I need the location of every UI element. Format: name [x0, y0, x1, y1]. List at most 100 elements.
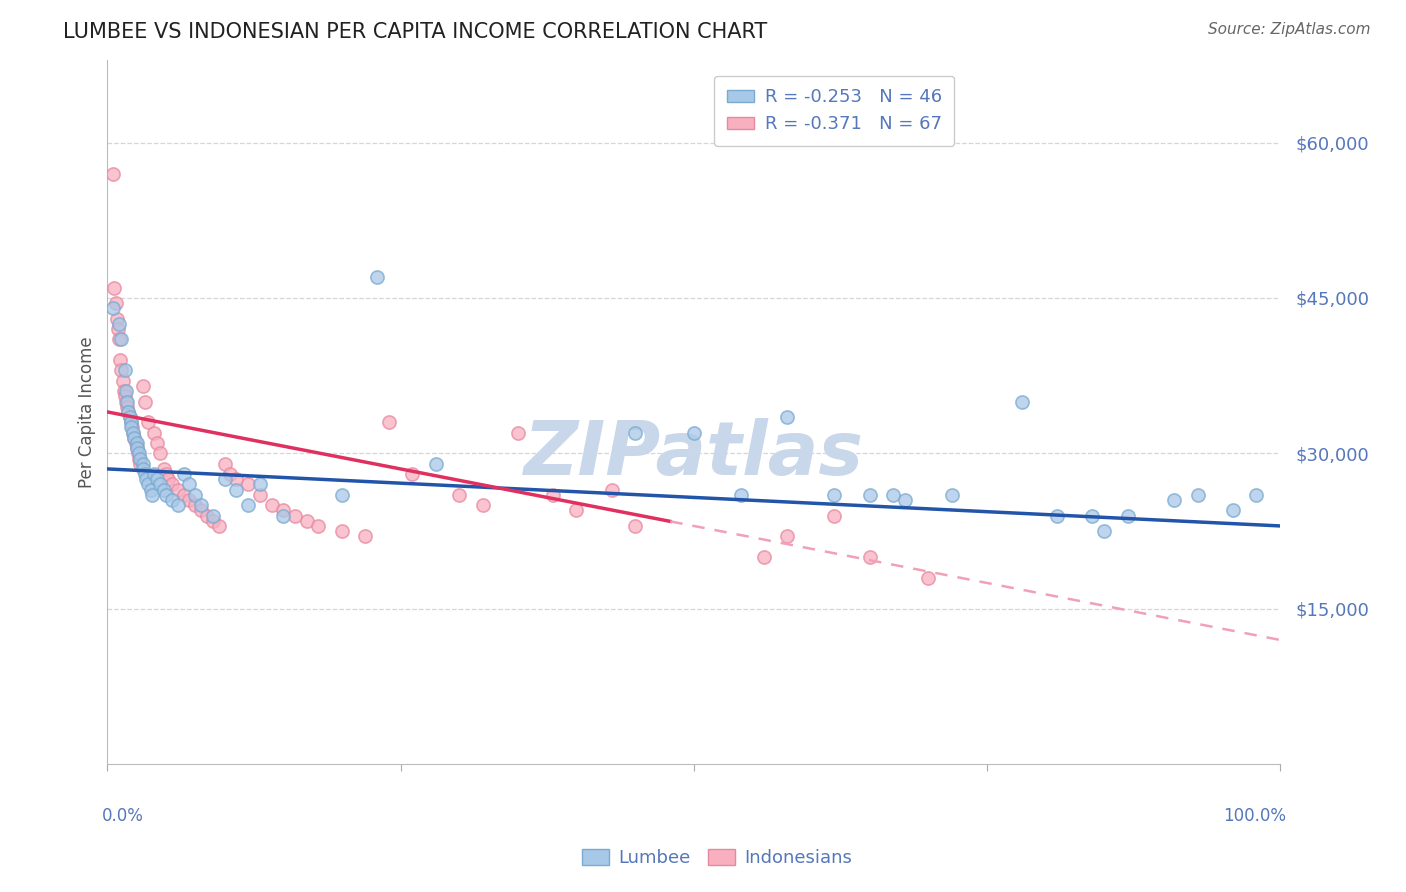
Point — [166, 498, 188, 512]
Point — [118, 410, 141, 425]
Legend: R = -0.253   N = 46, R = -0.371   N = 67: R = -0.253 N = 46, R = -0.371 N = 67 — [714, 76, 955, 146]
Point — [366, 270, 388, 285]
Point — [1081, 508, 1104, 523]
Point — [858, 488, 880, 502]
Point — [893, 493, 915, 508]
Point — [134, 394, 156, 409]
Point — [124, 436, 146, 450]
Point — [114, 389, 136, 403]
Point — [120, 420, 142, 434]
Point — [776, 529, 799, 543]
Point — [110, 363, 132, 377]
Point — [138, 415, 160, 429]
Point — [103, 301, 125, 316]
Point — [173, 467, 195, 482]
Text: Source: ZipAtlas.com: Source: ZipAtlas.com — [1208, 22, 1371, 37]
Point — [506, 425, 529, 440]
Point — [155, 467, 177, 482]
Point — [179, 477, 201, 491]
Point — [682, 425, 704, 440]
Text: 100.0%: 100.0% — [1223, 806, 1286, 824]
Point — [776, 410, 799, 425]
Y-axis label: Per Capita Income: Per Capita Income — [79, 336, 96, 488]
Point — [118, 410, 141, 425]
Point — [195, 508, 218, 523]
Point — [271, 508, 294, 523]
Legend: Lumbee, Indonesians: Lumbee, Indonesians — [575, 841, 859, 874]
Point — [307, 519, 329, 533]
Point — [184, 488, 207, 502]
Point — [201, 514, 224, 528]
Point — [236, 477, 259, 491]
Point — [125, 441, 148, 455]
Point — [271, 503, 294, 517]
Point — [330, 524, 353, 538]
Point — [214, 457, 236, 471]
Point — [152, 462, 174, 476]
Point — [131, 457, 153, 471]
Point — [115, 394, 138, 409]
Point — [166, 483, 188, 497]
Point — [149, 477, 172, 491]
Point — [131, 379, 153, 393]
Point — [295, 514, 318, 528]
Point — [124, 431, 146, 445]
Point — [111, 374, 134, 388]
Point — [190, 498, 212, 512]
Point — [1246, 488, 1268, 502]
Point — [225, 483, 247, 497]
Point — [201, 508, 224, 523]
Point — [1187, 488, 1209, 502]
Point — [1163, 493, 1185, 508]
Point — [624, 519, 647, 533]
Point — [131, 462, 153, 476]
Point — [730, 488, 752, 502]
Point — [184, 498, 207, 512]
Point — [1011, 394, 1033, 409]
Point — [138, 477, 160, 491]
Point — [249, 488, 271, 502]
Point — [225, 472, 247, 486]
Point — [260, 498, 283, 512]
Point — [117, 400, 139, 414]
Point — [115, 384, 138, 399]
Point — [173, 488, 195, 502]
Point — [141, 488, 163, 502]
Point — [179, 493, 201, 508]
Point — [330, 488, 353, 502]
Text: ZIPatlas: ZIPatlas — [523, 417, 863, 491]
Point — [823, 508, 845, 523]
Point — [752, 549, 775, 564]
Point — [103, 280, 125, 294]
Point — [129, 457, 152, 471]
Point — [125, 436, 148, 450]
Point — [941, 488, 963, 502]
Point — [214, 472, 236, 486]
Point — [378, 415, 401, 429]
Point — [114, 363, 136, 377]
Point — [219, 467, 242, 482]
Point — [129, 451, 152, 466]
Text: LUMBEE VS INDONESIAN PER CAPITA INCOME CORRELATION CHART: LUMBEE VS INDONESIAN PER CAPITA INCOME C… — [63, 22, 768, 42]
Point — [208, 519, 231, 533]
Point — [858, 549, 880, 564]
Point — [1046, 508, 1069, 523]
Point — [917, 571, 939, 585]
Point — [541, 488, 564, 502]
Point — [236, 498, 259, 512]
Point — [108, 317, 131, 331]
Point — [157, 472, 180, 486]
Point — [600, 483, 623, 497]
Point — [112, 384, 135, 399]
Point — [125, 441, 148, 455]
Point — [128, 451, 150, 466]
Point — [149, 446, 172, 460]
Point — [1092, 524, 1115, 538]
Point — [143, 467, 166, 482]
Point — [124, 431, 146, 445]
Point — [471, 498, 494, 512]
Point — [624, 425, 647, 440]
Point — [152, 483, 174, 497]
Point — [120, 415, 142, 429]
Point — [565, 503, 588, 517]
